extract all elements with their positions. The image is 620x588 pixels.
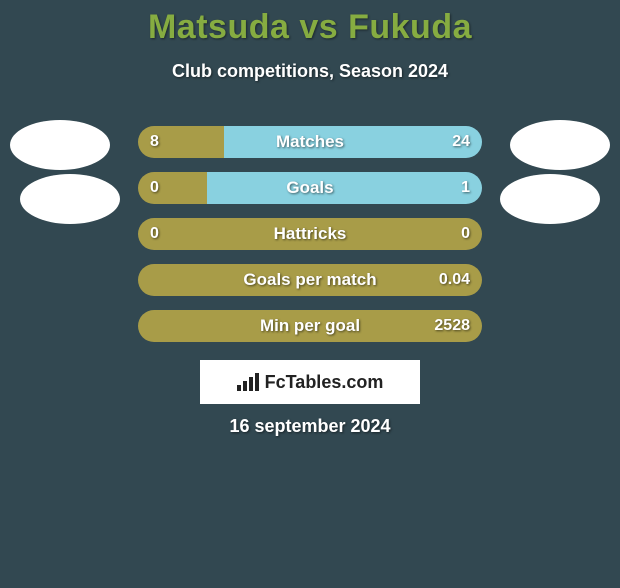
comparison-chart: 824Matches 01Goals 00Hattricks 0.04Goals pe…	[138, 126, 482, 356]
stat-label: Goals per match	[138, 264, 482, 296]
bar-chart-icon	[237, 373, 259, 391]
player-right-avatar	[510, 120, 610, 170]
stat-label: Hattricks	[138, 218, 482, 250]
stat-row: 01Goals	[138, 172, 482, 204]
stat-label: Goals	[138, 172, 482, 204]
player-right-avatar-2	[500, 174, 600, 224]
brand-text: FcTables.com	[265, 372, 384, 393]
stat-row: 2528Min per goal	[138, 310, 482, 342]
stat-label: Matches	[138, 126, 482, 158]
stat-row: 0.04Goals per match	[138, 264, 482, 296]
stat-label: Min per goal	[138, 310, 482, 342]
subtitle: Club competitions, Season 2024	[0, 61, 620, 82]
page-title: Matsuda vs Fukuda	[0, 8, 620, 47]
player-left-avatar-2	[20, 174, 120, 224]
stat-row: 00Hattricks	[138, 218, 482, 250]
player-left-avatar	[10, 120, 110, 170]
stat-row: 824Matches	[138, 126, 482, 158]
brand-box: FcTables.com	[200, 360, 420, 404]
date-text: 16 september 2024	[0, 416, 620, 437]
